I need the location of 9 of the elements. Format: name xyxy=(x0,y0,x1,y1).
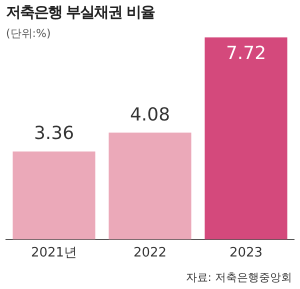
chart-subtitle: (단위:%) xyxy=(6,26,51,41)
x-tick-label: 2023 xyxy=(229,246,263,261)
data-label: 7.72 xyxy=(226,43,266,64)
x-tick-label: 2021년 xyxy=(30,246,78,261)
x-tick-label: 2022 xyxy=(133,246,167,261)
data-label: 4.08 xyxy=(130,104,170,126)
chart-title: 저축은행 부실채권 비율 xyxy=(6,3,154,22)
data-label: 3.36 xyxy=(34,123,74,144)
text: 자료: 저축은행중앙회 xyxy=(186,270,292,285)
